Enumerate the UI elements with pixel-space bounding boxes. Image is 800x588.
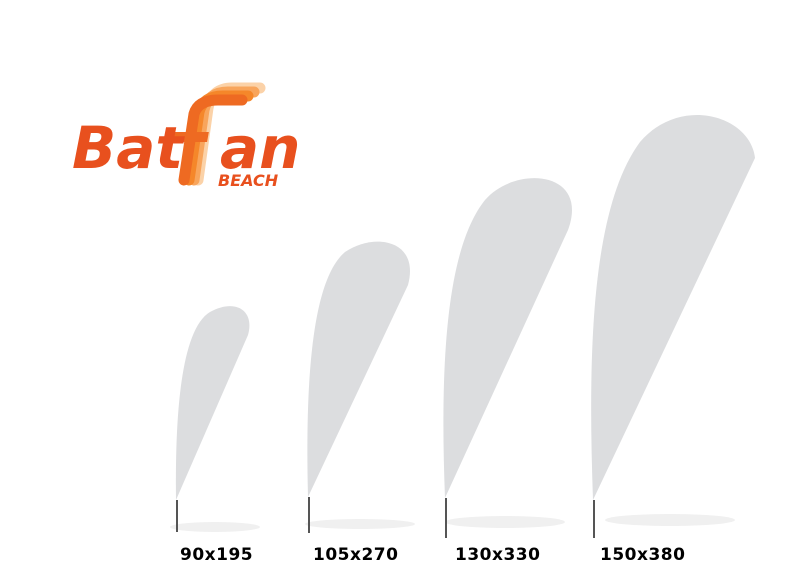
- size-label-1: 90x195: [180, 545, 254, 565]
- flag-fabric: [443, 178, 572, 499]
- flag-90x195: [170, 306, 260, 532]
- size-label-4: 150x380: [600, 545, 686, 565]
- size-label-2: 105x270: [313, 545, 399, 565]
- flag-shadow: [605, 514, 735, 526]
- flag-shadow: [170, 522, 260, 532]
- logo-tagline: BEACH: [218, 171, 279, 190]
- flag-fabric: [175, 306, 250, 500]
- flag-shadow: [445, 516, 565, 528]
- flag-fabric: [307, 241, 410, 497]
- logo-text-bat: Bat: [72, 114, 185, 182]
- flag-fabric: [591, 114, 755, 501]
- flag-105x270: [305, 241, 415, 533]
- flag-shadow: [305, 519, 415, 529]
- flag-130x330: [443, 178, 572, 538]
- flag-150x380: [591, 114, 755, 538]
- logo-text-an: an: [220, 114, 300, 182]
- size-label-3: 130x330: [455, 545, 541, 565]
- batfan-beach-logo: Bat an BEACH: [70, 80, 320, 190]
- logo-f-mark: [167, 82, 266, 186]
- logo-graphic: Bat an BEACH: [72, 82, 300, 190]
